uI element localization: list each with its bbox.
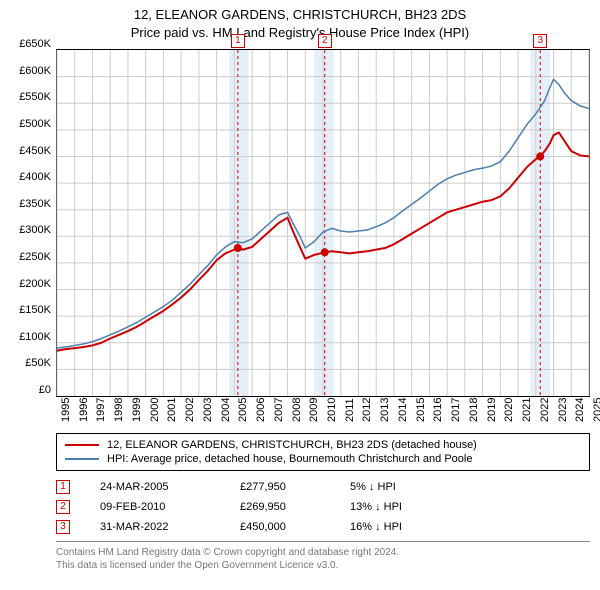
y-tick-label: £550K: [19, 91, 51, 103]
x-tick-label: 2000: [149, 398, 161, 422]
sales-row-num: 1: [56, 480, 70, 494]
sales-row: 1 24-MAR-2005 £277,950 5% ↓ HPI: [56, 477, 590, 497]
footer-line2: This data is licensed under the Open Gov…: [56, 559, 590, 572]
y-tick-label: £50K: [25, 357, 51, 369]
footer-line1: Contains HM Land Registry data © Crown c…: [56, 546, 590, 559]
sale-marker-1: 1: [231, 34, 245, 48]
sales-row-price: £450,000: [240, 521, 330, 533]
title-address: 12, ELEANOR GARDENS, CHRISTCHURCH, BH23 …: [0, 6, 600, 24]
x-tick-label: 2014: [397, 398, 409, 422]
x-tick-label: 2004: [220, 398, 232, 422]
x-tick-label: 2009: [308, 398, 320, 422]
x-tick-label: 2022: [539, 398, 551, 422]
y-tick-label: £500K: [19, 118, 51, 130]
sales-table: 1 24-MAR-2005 £277,950 5% ↓ HPI 2 09-FEB-2010…: [56, 477, 590, 537]
y-tick-label: £350K: [19, 198, 51, 210]
chart-container: 12, ELEANOR GARDENS, CHRISTCHURCH, BH23 …: [0, 0, 600, 590]
x-tick-label: 2021: [521, 398, 533, 422]
y-tick-label: £150K: [19, 304, 51, 316]
sale-marker-3: 3: [533, 34, 547, 48]
y-tick-label: £100K: [19, 331, 51, 343]
sales-row: 3 31-MAR-2022 £450,000 16% ↓ HPI: [56, 517, 590, 537]
legend-row-hpi: HPI: Average price, detached house, Bour…: [65, 452, 581, 466]
legend-swatch-property: [65, 444, 99, 446]
sales-row-price: £277,950: [240, 481, 330, 493]
x-tick-label: 2001: [166, 398, 178, 422]
x-tick-label: 2011: [344, 398, 356, 422]
x-tick-label: 2020: [503, 398, 515, 422]
x-tick-label: 2015: [415, 398, 427, 422]
x-tick-label: 2006: [255, 398, 267, 422]
sales-row-date: 31-MAR-2022: [100, 521, 220, 533]
title-block: 12, ELEANOR GARDENS, CHRISTCHURCH, BH23 …: [0, 0, 600, 41]
x-axis-labels: 1995 1996 1997 1998 1999 2000 2001 2002 2003 2004…: [57, 398, 589, 424]
legend: 12, ELEANOR GARDENS, CHRISTCHURCH, BH23 …: [56, 433, 590, 471]
legend-swatch-hpi: [65, 458, 99, 460]
legend-label-property: 12, ELEANOR GARDENS, CHRISTCHURCH, BH23 …: [107, 439, 477, 451]
x-tick-label: 1995: [60, 398, 72, 422]
title-subtitle: Price paid vs. HM Land Registry's House …: [0, 24, 600, 42]
y-tick-label: £300K: [19, 224, 51, 236]
x-tick-label: 2003: [202, 398, 214, 422]
x-tick-label: 2019: [486, 398, 498, 422]
x-tick-label: 2005: [237, 398, 249, 422]
x-tick-label: 2010: [326, 398, 338, 422]
y-tick-label: £0: [39, 384, 51, 396]
y-tick-label: £600K: [19, 65, 51, 77]
y-tick-label: £250K: [19, 251, 51, 263]
x-tick-label: 2002: [184, 398, 196, 422]
legend-row-property: 12, ELEANOR GARDENS, CHRISTCHURCH, BH23 …: [65, 438, 581, 452]
x-tick-label: 2013: [379, 398, 391, 422]
y-axis-labels: £0 £50K £100K £150K £200K £250K £300K £350K £400…: [5, 44, 55, 404]
x-tick-label: 2024: [574, 398, 586, 422]
sales-row-num: 2: [56, 500, 70, 514]
footer: Contains HM Land Registry data © Crown c…: [56, 541, 590, 572]
sales-row-num: 3: [56, 520, 70, 534]
sales-row-price: £269,950: [240, 501, 330, 513]
sales-row: 2 09-FEB-2010 £269,950 13% ↓ HPI: [56, 497, 590, 517]
x-tick-label: 2016: [432, 398, 444, 422]
x-tick-label: 1998: [113, 398, 125, 422]
y-tick-label: £650K: [19, 38, 51, 50]
sales-row-delta: 16% ↓ HPI: [350, 521, 440, 533]
y-tick-label: £400K: [19, 171, 51, 183]
x-tick-label: 2017: [450, 398, 462, 422]
sales-row-date: 09-FEB-2010: [100, 501, 220, 513]
plot-svg: [57, 50, 589, 396]
x-tick-label: 1999: [131, 398, 143, 422]
x-tick-label: 2025: [592, 398, 600, 422]
x-tick-label: 2012: [361, 398, 373, 422]
chart-plot-area: £0£50K£100K£150K£200K£250K£300K£350K£400…: [56, 49, 590, 397]
sales-row-delta: 5% ↓ HPI: [350, 481, 440, 493]
y-tick-label: £450K: [19, 145, 51, 157]
sale-marker-2: 2: [318, 34, 332, 48]
x-tick-label: 1997: [95, 398, 107, 422]
x-tick-label: 2008: [291, 398, 303, 422]
legend-label-hpi: HPI: Average price, detached house, Bour…: [107, 453, 472, 465]
x-tick-label: 2007: [273, 398, 285, 422]
sales-row-delta: 13% ↓ HPI: [350, 501, 440, 513]
y-tick-label: £200K: [19, 278, 51, 290]
x-tick-label: 2023: [557, 398, 569, 422]
sales-row-date: 24-MAR-2005: [100, 481, 220, 493]
x-tick-label: 2018: [468, 398, 480, 422]
x-tick-label: 1996: [78, 398, 90, 422]
